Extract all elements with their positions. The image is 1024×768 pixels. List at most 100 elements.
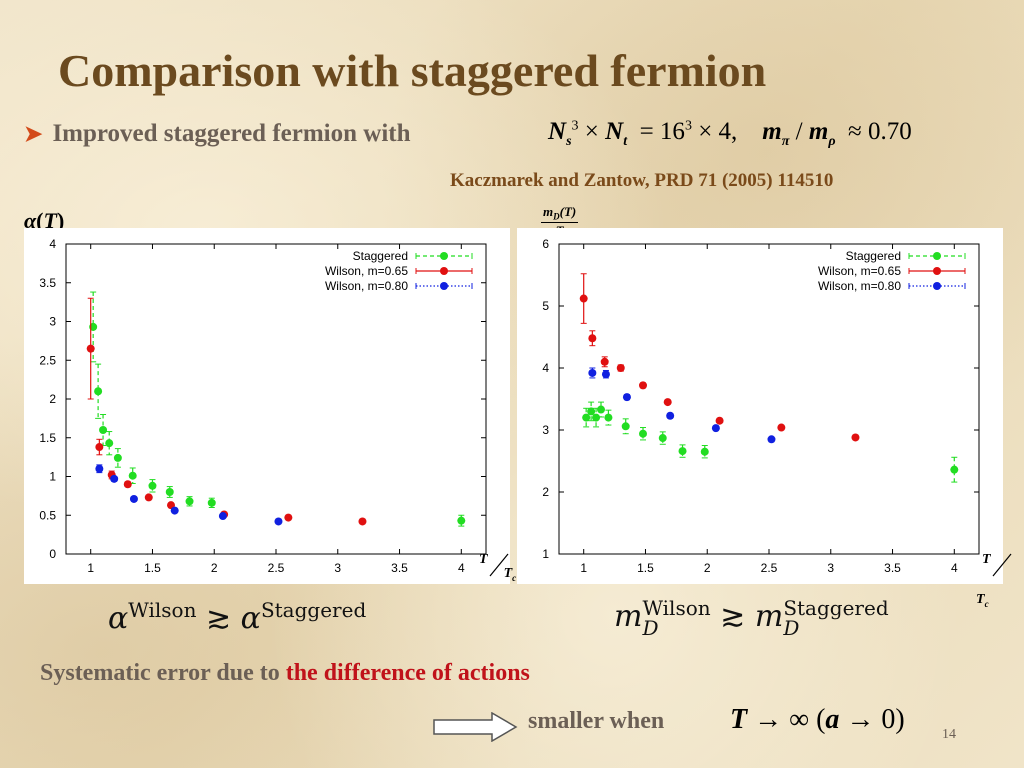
plot-frame [65, 243, 487, 555]
legend-marker [440, 282, 448, 290]
bullet-line: ➤ Improved staggered fermion with [24, 120, 411, 148]
data-point [110, 474, 119, 483]
data-point [105, 439, 114, 448]
legend-label: Wilson, m=0.65 [325, 264, 408, 278]
data-point [601, 370, 610, 379]
bullet-text: Improved staggered fermion with [52, 120, 411, 147]
reference-citation: Kaczmarek and Zantow, PRD 71 (2005) 1145… [450, 170, 834, 191]
y-tick-label: 3.5 [39, 276, 56, 290]
legend-label: Wilson, m=0.80 [325, 279, 408, 293]
data-point [700, 447, 709, 456]
data-point [284, 513, 293, 522]
data-point [579, 294, 588, 303]
data-point [777, 423, 786, 432]
y-tick-label: 3 [542, 423, 549, 437]
data-point [711, 424, 720, 433]
data-point [274, 517, 283, 526]
y-tick-label: 6 [542, 237, 549, 251]
data-point [128, 471, 137, 480]
x-tick-label: 3 [334, 561, 341, 575]
legend-label: Staggered [846, 249, 901, 263]
data-point [218, 512, 227, 521]
left-xlabel: TTc [479, 552, 517, 583]
y-tick-label: 1.5 [39, 431, 56, 445]
y-tick-label: 5 [542, 299, 549, 313]
legend-marker [440, 267, 448, 275]
y-tick-label: 2 [49, 392, 56, 406]
data-point [622, 393, 631, 402]
x-tick-label: 1 [87, 561, 94, 575]
legend-label: Wilson, m=0.65 [818, 264, 901, 278]
y-tick-label: 3 [49, 315, 56, 329]
data-point [663, 398, 672, 407]
slide-title: Comparison with staggered fermion [58, 45, 767, 96]
left-chart: 1 1.5 2 2.5 3 3.5 400.511.522.533.54StaggeredW… [39, 237, 487, 575]
data-point [358, 517, 367, 526]
data-point [165, 488, 174, 496]
x-tick-label: 2.5 [761, 561, 778, 575]
data-point [95, 464, 104, 473]
left-ylabel: α(T) [24, 208, 65, 233]
data-point [588, 334, 597, 343]
data-point [592, 413, 601, 422]
right-xlabel: TTc [976, 552, 1024, 609]
legend-marker [440, 252, 448, 260]
y-tick-label: 2.5 [39, 353, 56, 367]
systematic-error-line: Systematic error due to the difference o… [40, 660, 530, 687]
data-point [678, 447, 687, 456]
data-point [767, 435, 776, 444]
data-point [639, 429, 647, 438]
lattice-formula: Ns3 × Nt = 163 × 4, mπ / mρ ≈ 0.70 [548, 118, 912, 149]
y-tick-label: 4 [542, 361, 549, 375]
data-point [604, 413, 613, 422]
data-point [94, 387, 103, 396]
data-point [148, 481, 157, 490]
data-point [587, 407, 596, 416]
y-tick-label: 0.5 [39, 508, 56, 522]
y-tick-label: 1 [542, 547, 549, 561]
data-point [95, 443, 104, 452]
x-tick-label: 2 [704, 561, 711, 575]
data-point [597, 405, 605, 414]
data-point [658, 434, 667, 443]
x-tick-label: 3.5 [391, 561, 408, 575]
data-point [457, 516, 466, 525]
data-point [950, 465, 959, 474]
x-tick-label: 1 [580, 561, 587, 575]
alpha-inequality: αWilson ≳ αStaggered [108, 598, 367, 636]
mass-inequality: m Wilson D ≳ m Staggered D [614, 596, 889, 640]
data-point [582, 413, 591, 422]
y-tick-label: 4 [49, 237, 56, 251]
x-tick-label: 4 [458, 561, 465, 575]
y-tick-label: 1 [49, 470, 56, 484]
data-point [113, 453, 122, 462]
data-point [170, 506, 179, 515]
right-chart-panel: 1 1.5 2 2.5 3 3.5 4 1 2 3 4 5 6 Staggered Wilson, m=0.… [517, 228, 1003, 584]
data-point [621, 422, 630, 431]
systematic-highlight: the difference of actions [285, 660, 530, 686]
y-tick-label: 0 [49, 547, 56, 561]
data-point [639, 381, 647, 390]
data-point [666, 411, 675, 420]
data-point [144, 493, 153, 502]
x-tick-label: 2 [211, 561, 218, 575]
data-point [616, 364, 625, 372]
data-point [715, 416, 724, 425]
data-point [600, 357, 609, 366]
data-point [207, 498, 216, 507]
plot-frame [558, 243, 980, 555]
legend-label: Wilson, m=0.80 [818, 279, 901, 293]
right-arrow-icon [433, 712, 518, 742]
page-number: 14 [942, 727, 956, 742]
x-tick-label: 1.5 [637, 561, 654, 575]
legend-marker [933, 252, 941, 260]
smaller-when-text: smaller when [528, 708, 665, 734]
x-tick-label: 4 [951, 561, 958, 575]
data-point [123, 480, 132, 489]
y-tick-label: 2 [542, 485, 549, 499]
legend-label: Staggered [353, 249, 408, 263]
legend-marker [933, 282, 941, 290]
data-point [851, 433, 860, 442]
x-tick-label: 3.5 [884, 561, 901, 575]
